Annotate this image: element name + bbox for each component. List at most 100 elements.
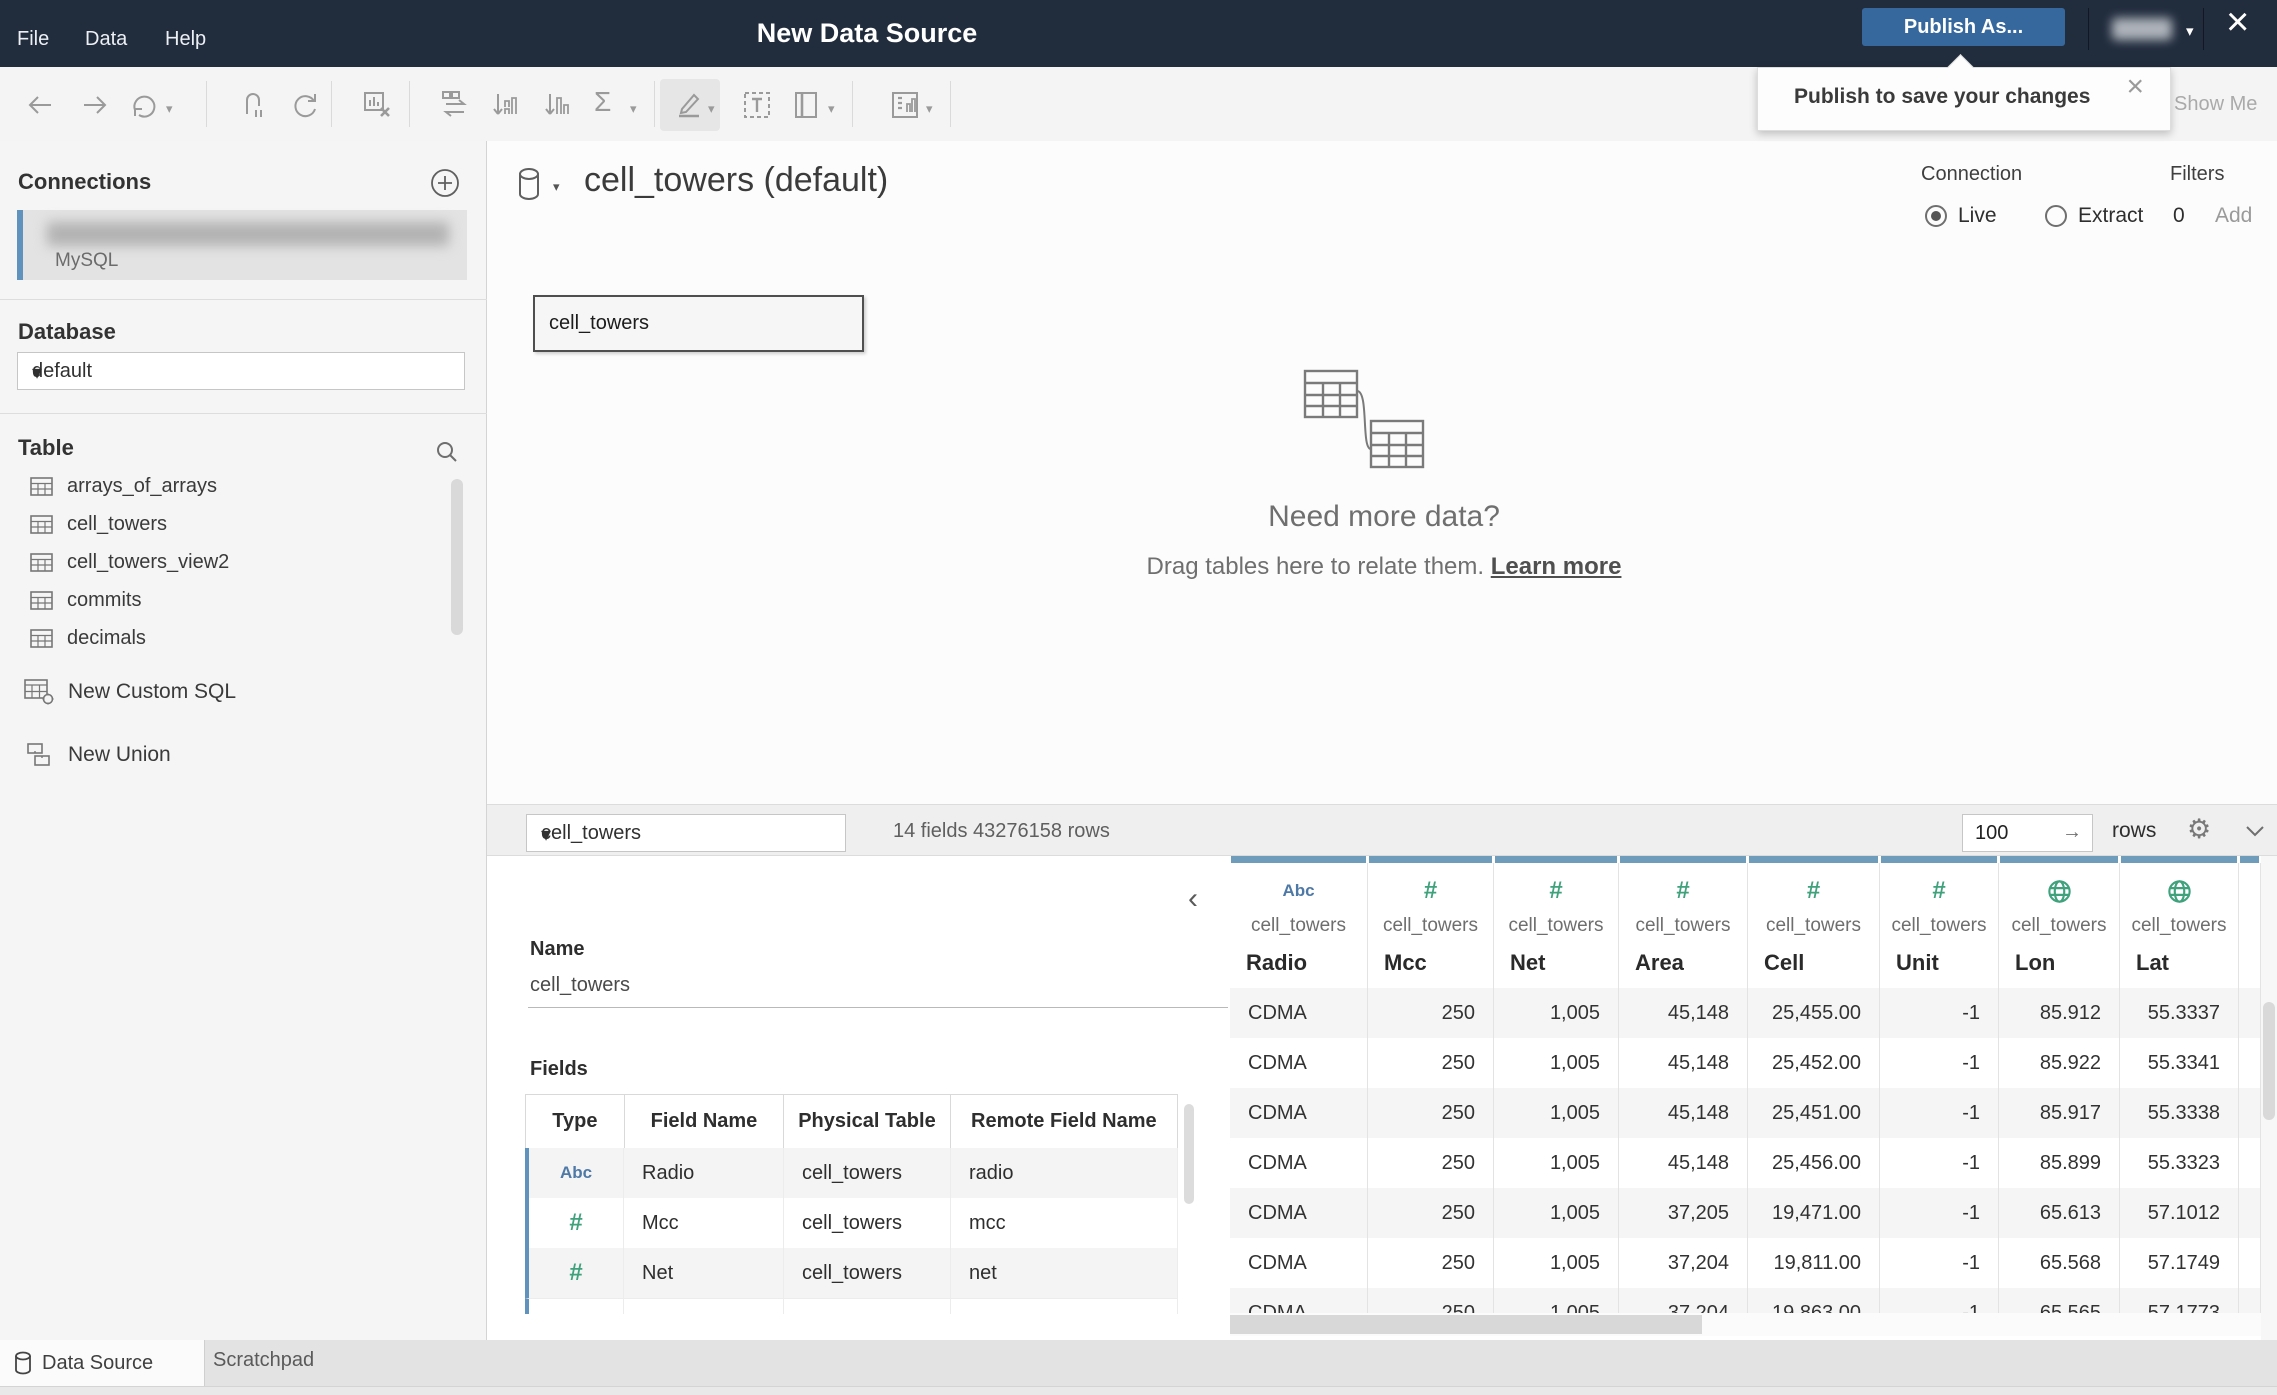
database-select[interactable]: default ▾ [17,352,465,390]
grid-column-header[interactable]: # cell_towers Net [1494,856,1619,988]
totals-button[interactable]: Σ [594,86,612,117]
datasource-caret-icon[interactable]: ▾ [553,179,560,194]
collapse-panel-icon[interactable]: ‹ [1188,882,1198,915]
field-row[interactable]: Abc Radio cell_towers radio [525,1148,1178,1198]
number-type-icon: # [1549,877,1563,904]
grid-column-accent [1231,856,1366,863]
menu-help[interactable]: Help [165,28,207,50]
menu-data[interactable]: Data [85,28,128,50]
close-window-button[interactable]: × [2226,0,2250,44]
sidebar-scrollbar[interactable] [451,479,463,635]
run-update-button[interactable] [288,88,322,122]
format-borders-button[interactable] [790,88,824,122]
grid-cell: 65.568 [1999,1238,2120,1288]
name-input[interactable]: cell_towers [530,974,631,996]
grid-cell: CDMA [1230,1088,1368,1138]
grid-column-header[interactable]: # cell_towers Unit [1880,856,1999,988]
field-row[interactable]: # Mcc cell_towers mcc [525,1198,1178,1248]
pause-updates-button[interactable] [236,88,270,122]
grid-row: CDMA 250 1,005 45,148 25,455.00 -1 85.912 55.33… [1230,988,2261,1038]
grid-vscroll-thumb[interactable] [2263,1002,2275,1120]
chart-type-button[interactable] [888,88,922,122]
table-list-item[interactable]: cell_towers_view2 [30,545,229,579]
publish-tooltip: Publish to save your changes × [1757,54,2171,131]
new-union-item[interactable]: New Union [24,741,171,769]
tooltip-close-icon[interactable]: × [2126,70,2144,103]
search-icon[interactable] [434,439,460,465]
replay-button[interactable] [126,88,160,122]
user-caret-icon[interactable]: ▾ [2186,23,2194,40]
empty-state-text: Drag tables here to relate them. [1146,553,1485,580]
live-radio[interactable] [1925,205,1947,227]
grid-row: CDMA 250 1,005 45,148 25,452.00 -1 85.922 55.33… [1230,1038,2261,1088]
table-list-item[interactable]: decimals [30,621,146,655]
show-me-button[interactable]: Show Me [2174,93,2258,115]
collapse-preview-icon[interactable] [2243,823,2267,839]
grid-hscroll-thumb[interactable] [1230,1315,1702,1334]
text-label-button[interactable] [740,88,774,122]
fields-header-cell: Field Name [625,1095,785,1148]
publish-as-button[interactable]: Publish As... [1862,8,2065,46]
learn-more-link[interactable]: Learn more [1490,553,1622,580]
datasource-db-icon[interactable] [516,166,546,204]
grid-column-header[interactable]: # cell_towers Mcc [1368,856,1494,988]
new-custom-sql-item[interactable]: New Custom SQL [24,679,236,705]
field-row[interactable]: # Net cell_towers net [525,1248,1178,1298]
tooltip-text: Publish to save your changes [1794,85,2091,108]
grid-cell: 250 [1368,988,1494,1038]
user-menu[interactable] [2112,18,2172,40]
tab-data-source[interactable]: Data Source [0,1340,205,1386]
chart-type-caret-icon[interactable]: ▾ [926,101,933,116]
apply-rows-icon[interactable]: → [2062,821,2082,843]
menu-file[interactable]: File [17,28,50,50]
redo-button[interactable] [78,88,112,122]
grid-cell: -1 [1880,1238,1999,1288]
logical-table-cell-towers[interactable]: cell_towers [533,295,864,352]
tab-scratchpad[interactable]: Scratchpad [213,1349,315,1371]
grid-column-header[interactable]: cell_towers Lat [2120,856,2239,988]
grid-cell: 85.912 [1999,988,2120,1038]
table-list-item[interactable]: cell_towers [30,507,167,541]
connection-name-redacted [47,222,449,246]
globe-type-icon [1999,877,2119,905]
grid-column-header[interactable]: Abc cell_towers Radio [1230,856,1368,988]
sort-ascending-button[interactable] [490,88,524,122]
number-type-icon: # [1806,877,1821,904]
grid-column-table: cell_towers [1382,915,1479,936]
grid-vertical-scrollbar[interactable] [2261,856,2277,1340]
preview-table-select[interactable]: cell_towers ▾ [526,814,846,852]
highlight-button[interactable] [672,88,706,122]
grid-column-header[interactable]: # cell_towers Area [1619,856,1748,988]
grid-cell: 55.3337 [2120,988,2239,1038]
grid-row: CDMA 250 1,005 37,204 19,811.00 -1 65.568 57.17… [1230,1238,2261,1288]
gear-icon[interactable]: ⚙ [2187,814,2212,844]
grid-column-table: cell_towers [1891,915,1987,936]
filters-add-button[interactable]: Add [2215,204,2253,227]
grid-column-header[interactable]: # cell_towers Cell [1748,856,1880,988]
grid-column-accent [1749,856,1878,863]
grid-column-header[interactable]: cell_towers Lon [1999,856,2120,988]
format-borders-caret-icon[interactable]: ▾ [828,101,835,116]
grid-cell: -1 [1880,1038,1999,1088]
field-cell [529,1299,624,1314]
connection-item[interactable]: MySQL [17,210,467,280]
add-connection-icon[interactable] [430,168,460,198]
string-type-icon: Abc [1282,881,1315,900]
sort-descending-button[interactable] [542,88,576,122]
fields-table-scrollbar[interactable] [1184,1104,1194,1204]
table-list-item[interactable]: arrays_of_arrays [30,469,217,503]
totals-caret-icon[interactable]: ▾ [630,101,637,116]
extract-label[interactable]: Extract [2078,204,2144,227]
row-count-input[interactable]: 100 → [1962,814,2093,852]
grid-column-table: cell_towers [1508,915,1604,936]
live-label[interactable]: Live [1958,204,1997,227]
replay-caret-icon[interactable]: ▾ [166,101,173,116]
highlight-caret-icon[interactable]: ▾ [708,101,715,116]
field-type-icon: Abc [529,1148,624,1198]
swap-axes-button[interactable] [438,88,472,122]
grid-horizontal-scrollbar[interactable] [1230,1313,2261,1336]
extract-radio[interactable] [2045,205,2067,227]
undo-button[interactable] [23,88,57,122]
clear-sheet-button[interactable] [360,88,394,122]
table-list-item[interactable]: commits [30,583,141,617]
